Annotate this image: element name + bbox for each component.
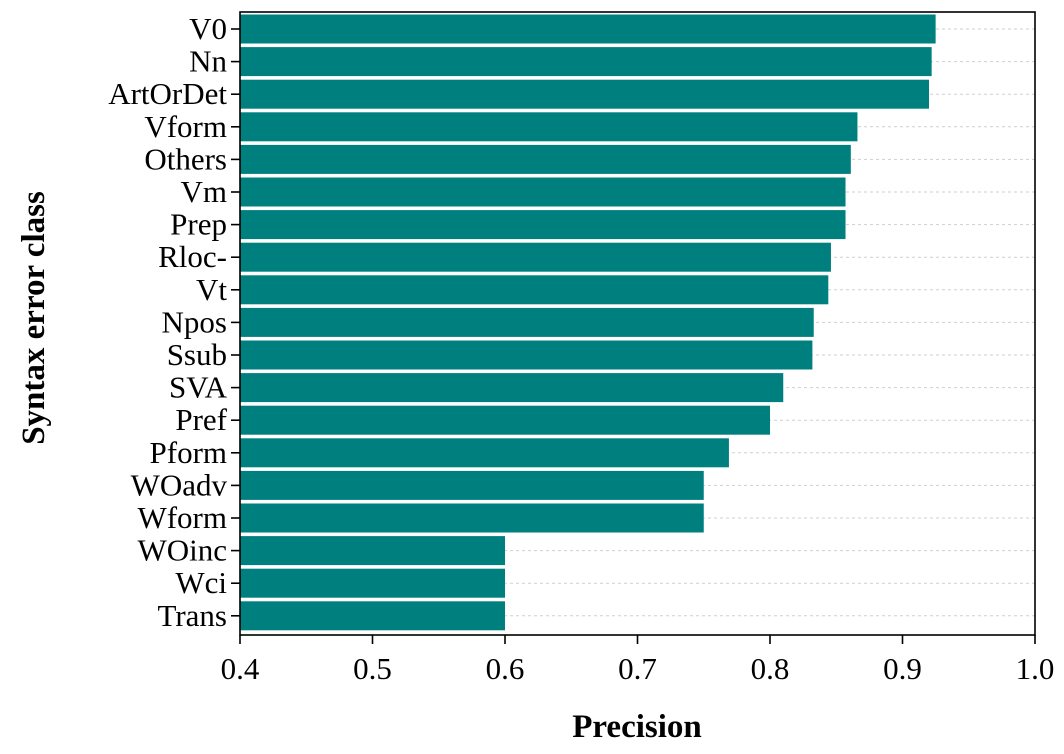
- bar-wform: [240, 503, 704, 533]
- x-tick-label: 0.5: [353, 651, 392, 686]
- bar-vm: [240, 177, 846, 207]
- x-tick-label: 0.8: [751, 651, 790, 686]
- y-tick-label: WOadv: [131, 467, 228, 502]
- bar-rloc: [240, 242, 831, 272]
- y-tick-label: V0: [189, 11, 227, 46]
- y-tick-labels: V0NnArtOrDetVformOthersVmPrepRloc-VtNpos…: [108, 11, 240, 633]
- bar-wci: [240, 568, 505, 598]
- x-tick-label: 0.6: [486, 651, 525, 686]
- x-axis-title: Precision: [572, 709, 702, 745]
- bar-woadv: [240, 470, 704, 500]
- y-tick-label: Vt: [196, 272, 227, 307]
- bar-pref: [240, 405, 770, 435]
- x-tick-label: 1.0: [1016, 651, 1055, 686]
- bars: [240, 14, 936, 631]
- bar-ssub: [240, 340, 813, 370]
- bar-npos: [240, 307, 814, 337]
- bar-vt: [240, 275, 829, 305]
- y-tick-label: Others: [144, 141, 227, 176]
- bar-artordet: [240, 79, 929, 109]
- y-tick-label: Wci: [175, 565, 227, 600]
- y-tick-label: Rloc-: [158, 239, 227, 274]
- bar-sva: [240, 373, 784, 403]
- y-tick-label: WOinc: [137, 533, 227, 568]
- y-tick-label: Trans: [158, 598, 228, 633]
- bar-nn: [240, 47, 932, 77]
- y-tick-label: Prep: [170, 207, 227, 242]
- bar-v0: [240, 14, 936, 44]
- bar-woinc: [240, 536, 505, 566]
- y-axis-title: Syntax error class: [16, 191, 52, 445]
- y-tick-label: SVA: [169, 370, 228, 405]
- bar-others: [240, 144, 851, 174]
- x-tick-labels: 0.4 0.5 0.6 0.7 0.8 0.9 1.0: [221, 635, 1055, 686]
- x-tick-label: 0.7: [618, 651, 657, 686]
- bar-pform: [240, 438, 729, 468]
- y-tick-label: Npos: [162, 304, 227, 339]
- y-tick-label: Wform: [137, 500, 227, 535]
- y-tick-label: Pref: [175, 402, 227, 437]
- y-tick-label: Vform: [144, 109, 227, 144]
- y-tick-label: ArtOrDet: [108, 76, 227, 111]
- bar-vform: [240, 112, 858, 142]
- x-tick-label: 0.9: [883, 651, 922, 686]
- y-tick-label: Nn: [189, 44, 227, 79]
- y-tick-label: Pform: [150, 435, 228, 470]
- y-tick-label: Vm: [181, 174, 228, 209]
- bar-trans: [240, 601, 505, 631]
- x-tick-label: 0.4: [221, 651, 260, 686]
- bar-prep: [240, 210, 846, 240]
- y-tick-label: Ssub: [167, 337, 227, 372]
